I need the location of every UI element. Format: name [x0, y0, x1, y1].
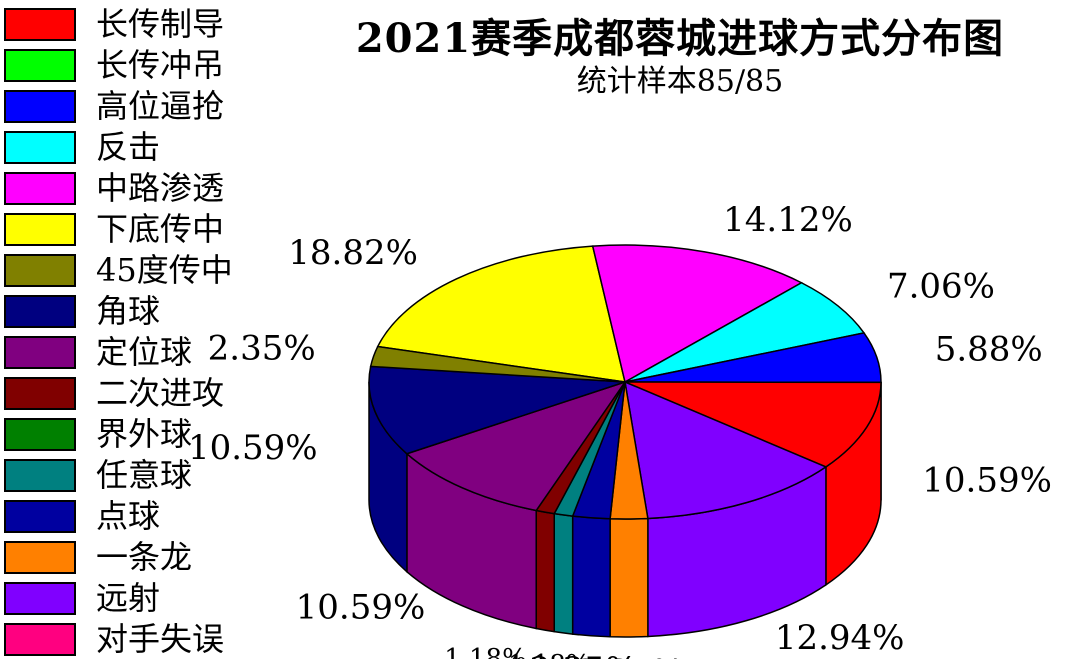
data-label: 1.18%: [444, 644, 527, 659]
pie-group: [369, 245, 881, 637]
data-label: 10.59%: [296, 588, 426, 628]
pie-side-一条龙: [610, 518, 648, 637]
data-label: 10.59%: [922, 460, 1052, 500]
data-label: 7.06%: [887, 266, 995, 306]
pie-side-任意球: [554, 514, 572, 634]
data-label: 2.35%: [208, 329, 316, 369]
data-label: 5.88%: [935, 330, 1043, 370]
data-label: 10.59%: [188, 428, 318, 468]
data-label: 18.82%: [288, 233, 418, 273]
pie-side-二次进攻: [536, 510, 554, 631]
data-label: 14.12%: [723, 200, 853, 240]
data-label: 12.94%: [775, 618, 905, 658]
pie-side-点球: [573, 516, 610, 637]
